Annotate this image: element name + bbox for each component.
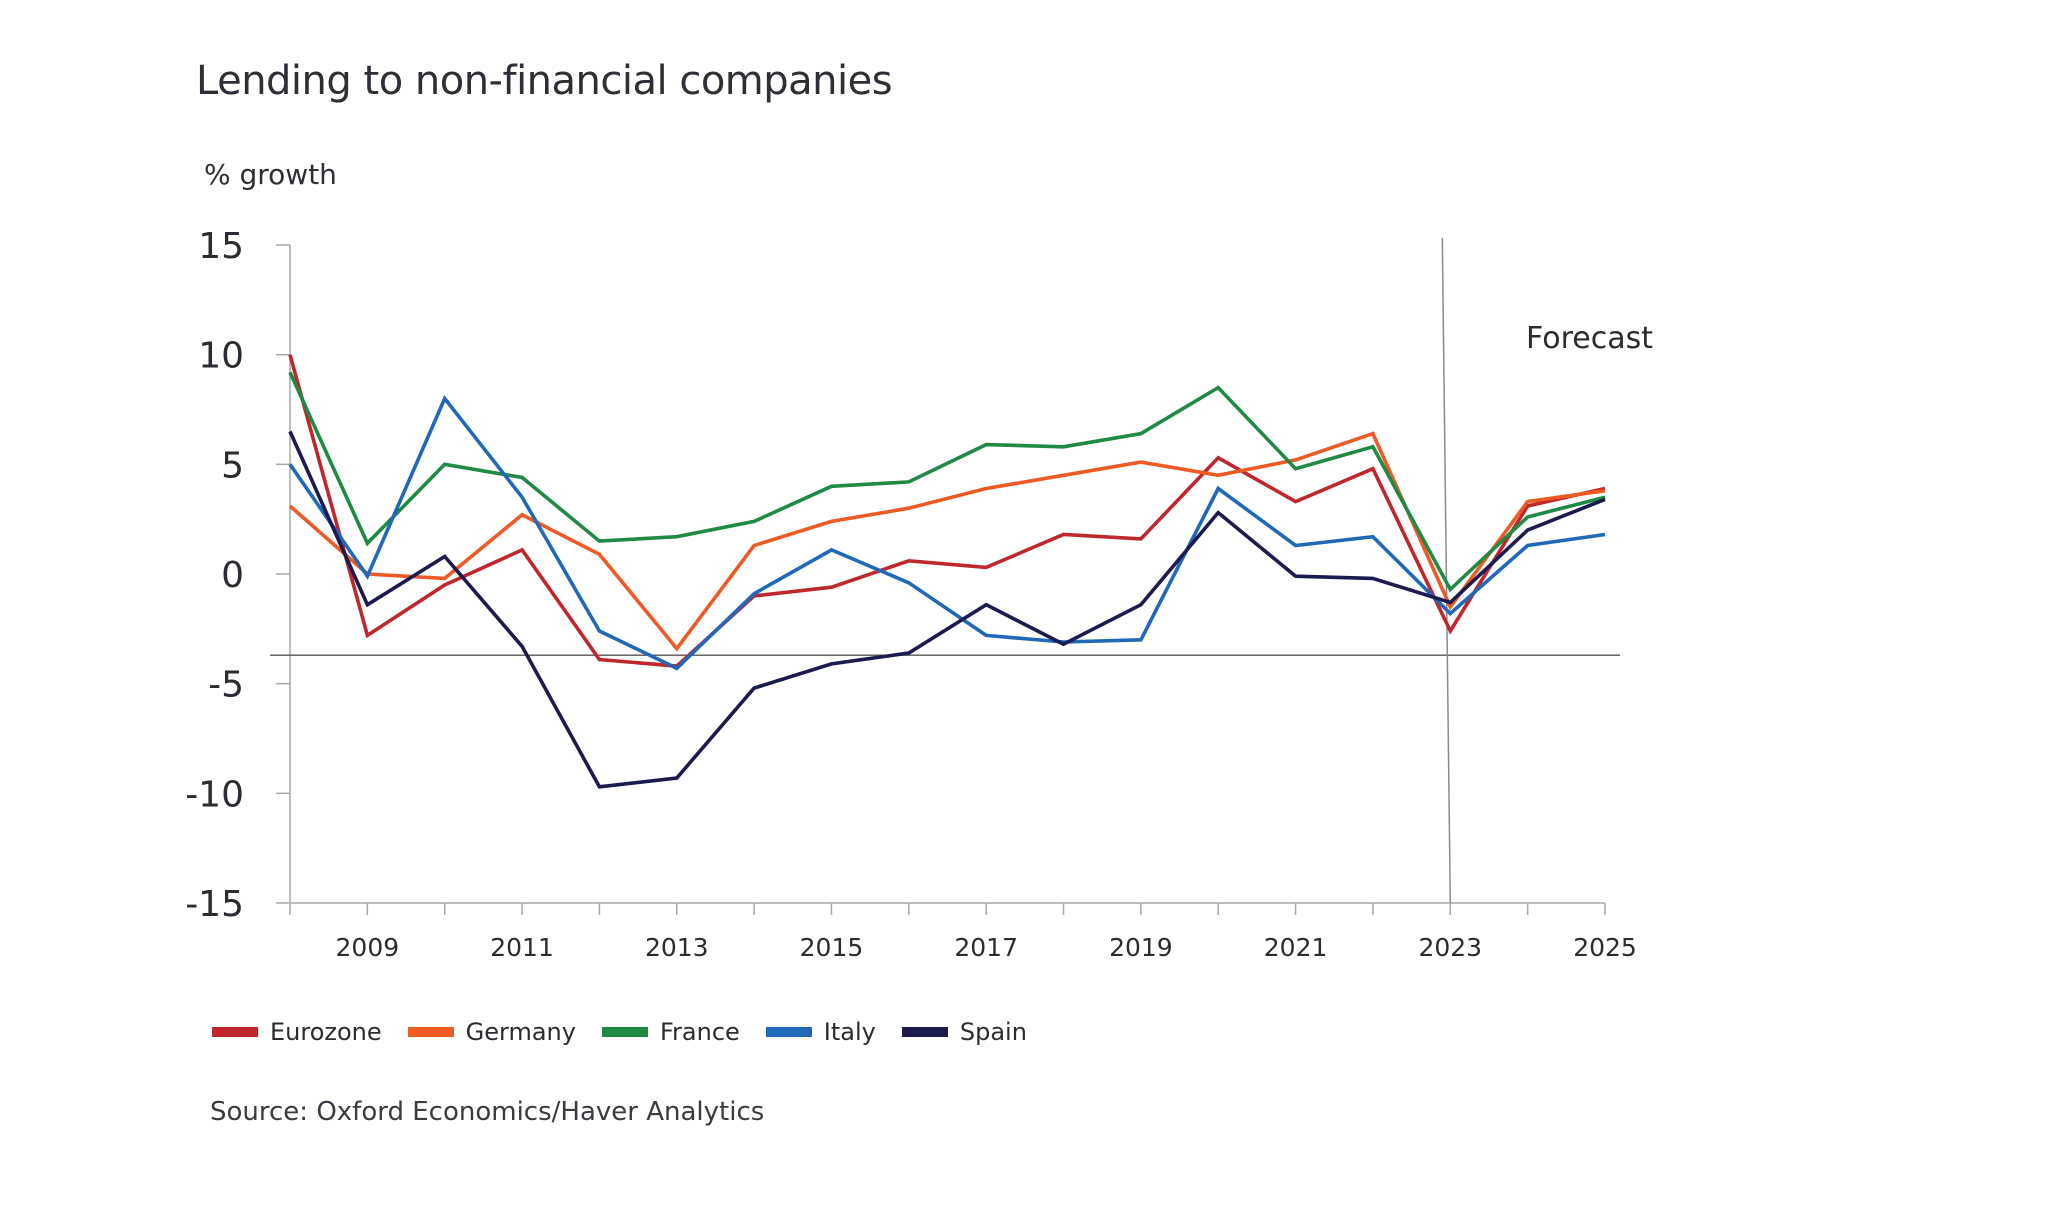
- axes: [276, 244, 1606, 915]
- x-tick-label: 2009: [336, 933, 400, 962]
- x-tick-label: 2023: [1418, 933, 1482, 962]
- y-tick-label: -15: [185, 884, 244, 925]
- y-tick-label: -10: [185, 774, 244, 815]
- y-axis-label: % growth: [204, 158, 337, 191]
- legend-item-eurozone: Eurozone: [212, 1018, 382, 1046]
- legend-swatch: [765, 1027, 812, 1037]
- legend: Eurozone Germany France Italy Spain: [212, 1018, 1053, 1046]
- x-tick-label: 2025: [1573, 933, 1637, 962]
- legend-swatch: [407, 1027, 454, 1037]
- legend-item-spain: Spain: [901, 1018, 1027, 1046]
- forecast-divider: [1441, 237, 1452, 904]
- legend-swatch: [901, 1027, 948, 1037]
- reference-lines: [270, 237, 1620, 904]
- x-tick-label: 2013: [645, 933, 709, 962]
- legend-label: France: [659, 1018, 740, 1046]
- y-tick-label: 0: [221, 555, 244, 596]
- x-tick-label: 2021: [1264, 933, 1328, 962]
- series-line-spain: [288, 430, 1606, 789]
- legend-label: Eurozone: [270, 1018, 382, 1046]
- x-tick-label: 2011: [490, 933, 554, 962]
- forecast-label: Forecast: [1526, 321, 1653, 356]
- series-line-germany: [288, 431, 1606, 652]
- legend-item-italy: Italy: [765, 1018, 876, 1046]
- x-tick-label: 2015: [800, 933, 864, 962]
- source-note: Source: Oxford Economics/Haver Analytics: [210, 1097, 765, 1127]
- series-lines: [288, 354, 1606, 789]
- x-tick-label: 2019: [1109, 933, 1173, 962]
- legend-item-france: France: [601, 1018, 740, 1046]
- y-tick-label: -5: [208, 665, 244, 706]
- legend-swatch: [601, 1027, 648, 1037]
- legend-label: Germany: [465, 1018, 576, 1046]
- legend-label: Italy: [823, 1018, 876, 1046]
- series-line-france: [288, 371, 1606, 593]
- tick-labels: 15 10 5 0 -5 -10 -15 2009 2011 2013 2015 2017 2019 20…: [185, 226, 1653, 962]
- legend-item-germany: Germany: [407, 1018, 576, 1046]
- x-tick-label: 2017: [954, 933, 1018, 962]
- legend-label: Spain: [959, 1018, 1027, 1046]
- series-line-eurozone: [288, 354, 1606, 668]
- legend-swatch: [212, 1027, 258, 1037]
- y-tick-label: 5: [221, 445, 244, 486]
- y-tick-label: 10: [198, 336, 244, 377]
- chart-title: Lending to non-financial companies: [196, 58, 893, 104]
- y-tick-label: 15: [198, 226, 244, 267]
- series-line-italy: [288, 395, 1606, 671]
